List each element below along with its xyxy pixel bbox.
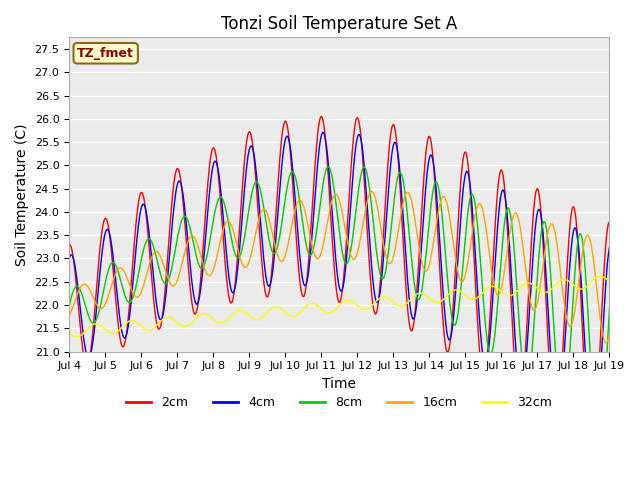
4cm <box>557 396 564 402</box>
8cm <box>557 408 564 414</box>
16cm <box>384 259 392 265</box>
8cm <box>384 252 392 258</box>
16cm <box>331 192 339 197</box>
16cm <box>65 313 73 319</box>
4cm <box>332 254 339 260</box>
16cm <box>438 197 445 203</box>
32cm <box>596 273 604 279</box>
4cm <box>207 176 215 182</box>
4cm <box>65 256 73 262</box>
4cm <box>438 264 445 270</box>
16cm <box>557 271 564 276</box>
2cm <box>588 450 595 456</box>
32cm <box>605 279 613 285</box>
16cm <box>368 189 376 194</box>
Y-axis label: Soil Temperature (C): Soil Temperature (C) <box>15 123 29 266</box>
2cm <box>557 384 564 390</box>
2cm <box>65 241 73 247</box>
2cm <box>605 219 613 225</box>
8cm <box>65 303 73 309</box>
Line: 4cm: 4cm <box>69 132 609 438</box>
8cm <box>605 306 613 312</box>
2cm <box>207 152 215 158</box>
8cm <box>438 205 445 211</box>
32cm <box>557 277 564 283</box>
Text: TZ_fmet: TZ_fmet <box>77 47 134 60</box>
Line: 32cm: 32cm <box>69 276 609 337</box>
8cm <box>324 164 332 169</box>
2cm <box>184 257 191 263</box>
32cm <box>73 334 81 340</box>
8cm <box>595 443 603 449</box>
Line: 16cm: 16cm <box>69 192 609 343</box>
32cm <box>332 307 339 312</box>
32cm <box>208 315 216 321</box>
16cm <box>605 332 613 337</box>
8cm <box>207 231 215 237</box>
Line: 8cm: 8cm <box>69 167 609 446</box>
Title: Tonzi Soil Temperature Set A: Tonzi Soil Temperature Set A <box>221 15 458 33</box>
4cm <box>184 237 191 242</box>
2cm <box>332 279 339 285</box>
4cm <box>605 245 613 251</box>
2cm <box>317 113 325 119</box>
X-axis label: Time: Time <box>323 377 356 391</box>
2cm <box>384 159 392 165</box>
4cm <box>590 435 598 441</box>
32cm <box>438 298 445 304</box>
8cm <box>332 197 339 203</box>
32cm <box>184 323 192 328</box>
16cm <box>207 272 215 277</box>
32cm <box>384 295 392 301</box>
4cm <box>319 130 326 135</box>
32cm <box>65 330 73 336</box>
8cm <box>184 217 191 223</box>
Legend: 2cm, 4cm, 8cm, 16cm, 32cm: 2cm, 4cm, 8cm, 16cm, 32cm <box>122 391 557 414</box>
16cm <box>602 340 609 346</box>
2cm <box>438 294 445 300</box>
16cm <box>184 239 191 245</box>
Line: 2cm: 2cm <box>69 116 609 453</box>
4cm <box>384 192 392 198</box>
